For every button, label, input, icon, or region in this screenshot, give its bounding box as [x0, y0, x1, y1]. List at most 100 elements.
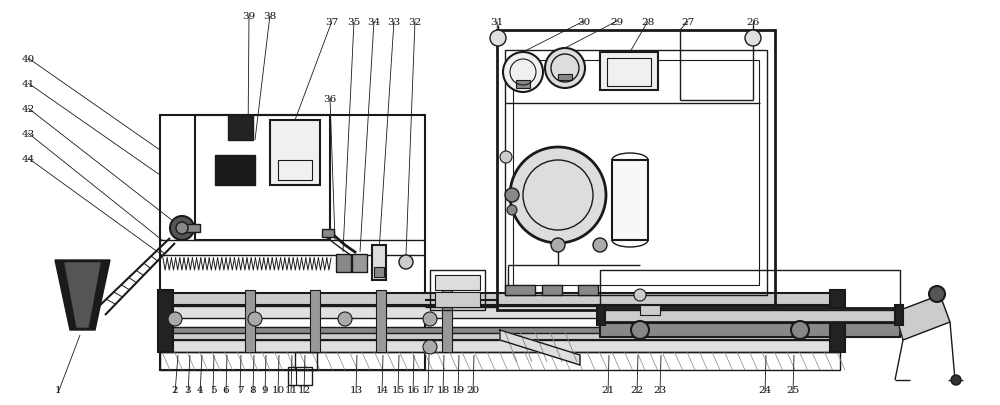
Text: 3: 3 — [185, 386, 191, 395]
Bar — [322, 229, 334, 237]
Bar — [516, 80, 530, 88]
Text: 26: 26 — [746, 18, 760, 27]
Bar — [310, 290, 320, 352]
Bar — [352, 254, 367, 272]
Bar — [542, 285, 562, 295]
Circle shape — [745, 30, 761, 46]
Bar — [640, 305, 660, 315]
Text: 21: 21 — [601, 386, 615, 395]
Text: 41: 41 — [21, 80, 35, 89]
Circle shape — [248, 312, 262, 326]
Circle shape — [593, 238, 607, 252]
Text: 38: 38 — [263, 12, 277, 21]
Circle shape — [631, 321, 649, 339]
Bar — [597, 305, 605, 325]
Text: 42: 42 — [21, 105, 35, 114]
Circle shape — [338, 312, 352, 326]
Text: 10: 10 — [271, 386, 285, 395]
Text: 6: 6 — [223, 386, 229, 395]
Bar — [195, 115, 330, 240]
Circle shape — [791, 321, 809, 339]
Bar — [600, 308, 900, 322]
Text: 13: 13 — [349, 386, 363, 395]
Bar — [558, 74, 572, 80]
Text: 37: 37 — [325, 18, 339, 27]
Text: 19: 19 — [451, 386, 465, 395]
Bar — [295, 352, 317, 370]
Bar — [600, 52, 658, 90]
Text: 22: 22 — [630, 386, 644, 395]
Bar — [160, 306, 840, 318]
Circle shape — [168, 312, 182, 326]
Text: 30: 30 — [577, 18, 591, 27]
Bar — [497, 30, 775, 310]
Bar — [160, 352, 840, 370]
Polygon shape — [55, 260, 110, 330]
Bar — [607, 58, 651, 86]
Text: 36: 36 — [323, 95, 337, 104]
Text: 24: 24 — [758, 386, 772, 395]
Text: 23: 23 — [653, 386, 667, 395]
Bar — [376, 290, 386, 352]
Bar — [612, 160, 648, 240]
Bar — [430, 270, 485, 310]
Bar — [372, 245, 386, 280]
Circle shape — [634, 289, 646, 301]
Circle shape — [951, 375, 961, 385]
Text: 9: 9 — [262, 386, 268, 395]
Text: 32: 32 — [408, 18, 422, 27]
Bar — [435, 292, 480, 307]
Bar — [160, 115, 425, 370]
Bar — [278, 160, 312, 180]
Circle shape — [510, 147, 606, 243]
Text: 20: 20 — [466, 386, 480, 395]
Text: 12: 12 — [297, 386, 311, 395]
Text: 5: 5 — [210, 386, 216, 395]
Text: 4: 4 — [197, 386, 203, 395]
Circle shape — [399, 255, 413, 269]
Bar — [160, 328, 840, 340]
Text: 33: 33 — [387, 18, 401, 27]
Bar — [288, 367, 312, 385]
Text: 15: 15 — [391, 386, 405, 395]
Circle shape — [551, 238, 565, 252]
Bar — [505, 285, 535, 295]
Text: 25: 25 — [786, 386, 800, 395]
Text: 16: 16 — [406, 386, 420, 395]
Bar — [374, 267, 384, 277]
Text: 1: 1 — [55, 386, 61, 395]
Text: 35: 35 — [347, 18, 361, 27]
Text: 7: 7 — [237, 386, 243, 395]
Bar — [513, 60, 759, 285]
Bar — [158, 290, 173, 352]
Polygon shape — [895, 295, 950, 340]
Polygon shape — [65, 263, 100, 327]
Circle shape — [503, 52, 543, 92]
Text: 14: 14 — [375, 386, 389, 395]
Circle shape — [500, 151, 512, 163]
Bar — [245, 290, 255, 352]
Bar — [270, 120, 320, 185]
Text: 11: 11 — [284, 386, 298, 395]
Text: 40: 40 — [21, 55, 35, 64]
Bar — [160, 327, 840, 333]
Text: 39: 39 — [242, 12, 256, 21]
Text: 43: 43 — [21, 130, 35, 139]
Bar — [830, 290, 845, 352]
Text: 27: 27 — [681, 18, 695, 27]
Bar — [336, 254, 351, 272]
Bar — [895, 305, 903, 325]
Bar — [228, 115, 253, 140]
Bar — [435, 275, 480, 290]
Circle shape — [507, 205, 517, 215]
Bar — [442, 290, 452, 352]
Text: 8: 8 — [250, 386, 256, 395]
Circle shape — [490, 30, 506, 46]
Circle shape — [170, 216, 194, 240]
Text: 2: 2 — [172, 386, 178, 395]
Text: 17: 17 — [421, 386, 435, 395]
Text: 44: 44 — [21, 155, 35, 164]
Text: 29: 29 — [610, 18, 624, 27]
Circle shape — [929, 286, 945, 302]
Bar — [600, 323, 900, 337]
